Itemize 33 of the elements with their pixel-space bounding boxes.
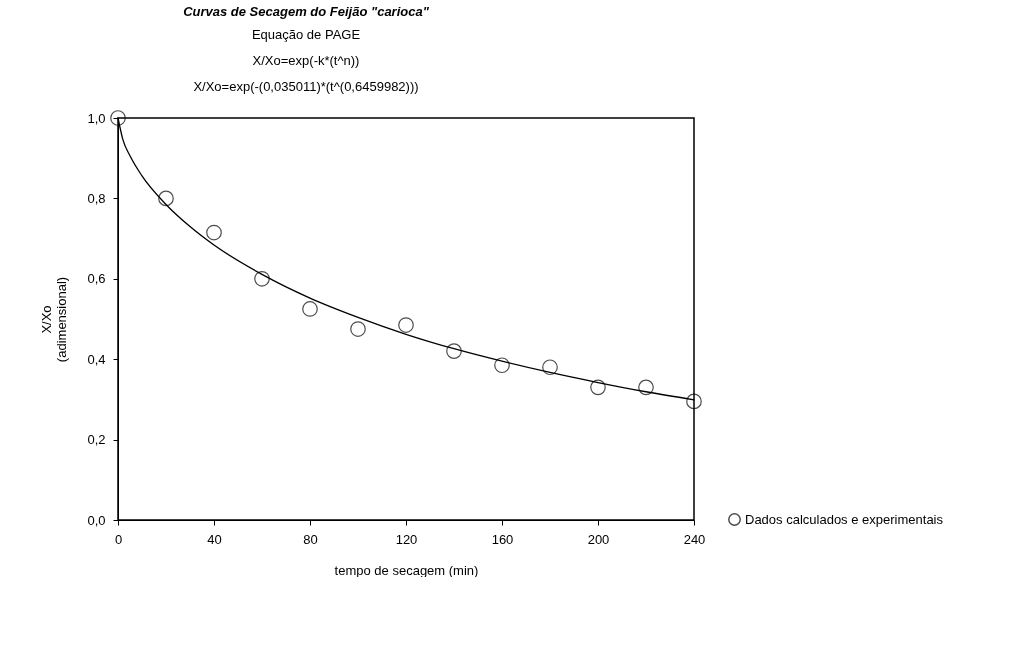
point (302, 301, 318, 317)
chart-subtitle: Equação de PAGE (251, 27, 361, 43)
legend-label: Dados calculados e experimentais (745, 511, 944, 527)
x-tick-label: 160 (491, 531, 514, 547)
x-tick-label: 120 (395, 531, 418, 547)
x-tick-label: 80 (303, 531, 318, 547)
y-tick-label: 0,2 (87, 432, 106, 448)
point (158, 190, 174, 207)
point (590, 379, 606, 396)
point (398, 317, 414, 333)
y-axis-title: X/Xo (adimensional) (39, 276, 70, 363)
x-tick-label: 200 (587, 531, 610, 547)
point (542, 359, 558, 376)
y-tick-label: 0,6 (87, 271, 106, 287)
y-tick-label: 0,8 (87, 190, 106, 206)
y-tick-label: 1,0 (87, 110, 106, 126)
text: X/Xo=exp(-(0,035011)*(t^(0,6459982))) (193, 79, 419, 95)
x-axis-title: tempo de secagem (min) (334, 562, 479, 578)
point (206, 224, 222, 241)
point (686, 393, 702, 410)
x-tick-label: 240 (683, 531, 706, 547)
y-tick-label: 0,0 (87, 512, 106, 528)
x-tick-label: 40 (207, 531, 222, 547)
point (446, 343, 462, 359)
point (350, 321, 366, 337)
point (638, 379, 654, 396)
chart-title: Curvas de Secagem do Feijão "carioca" (183, 4, 430, 20)
y-tick-label: 0,4 (87, 351, 106, 367)
point (494, 357, 510, 374)
x-tick-label: 0 (114, 531, 123, 547)
point (254, 270, 270, 287)
point (110, 110, 126, 126)
text: X/Xo=exp(-k*(t^n)) (252, 53, 360, 69)
